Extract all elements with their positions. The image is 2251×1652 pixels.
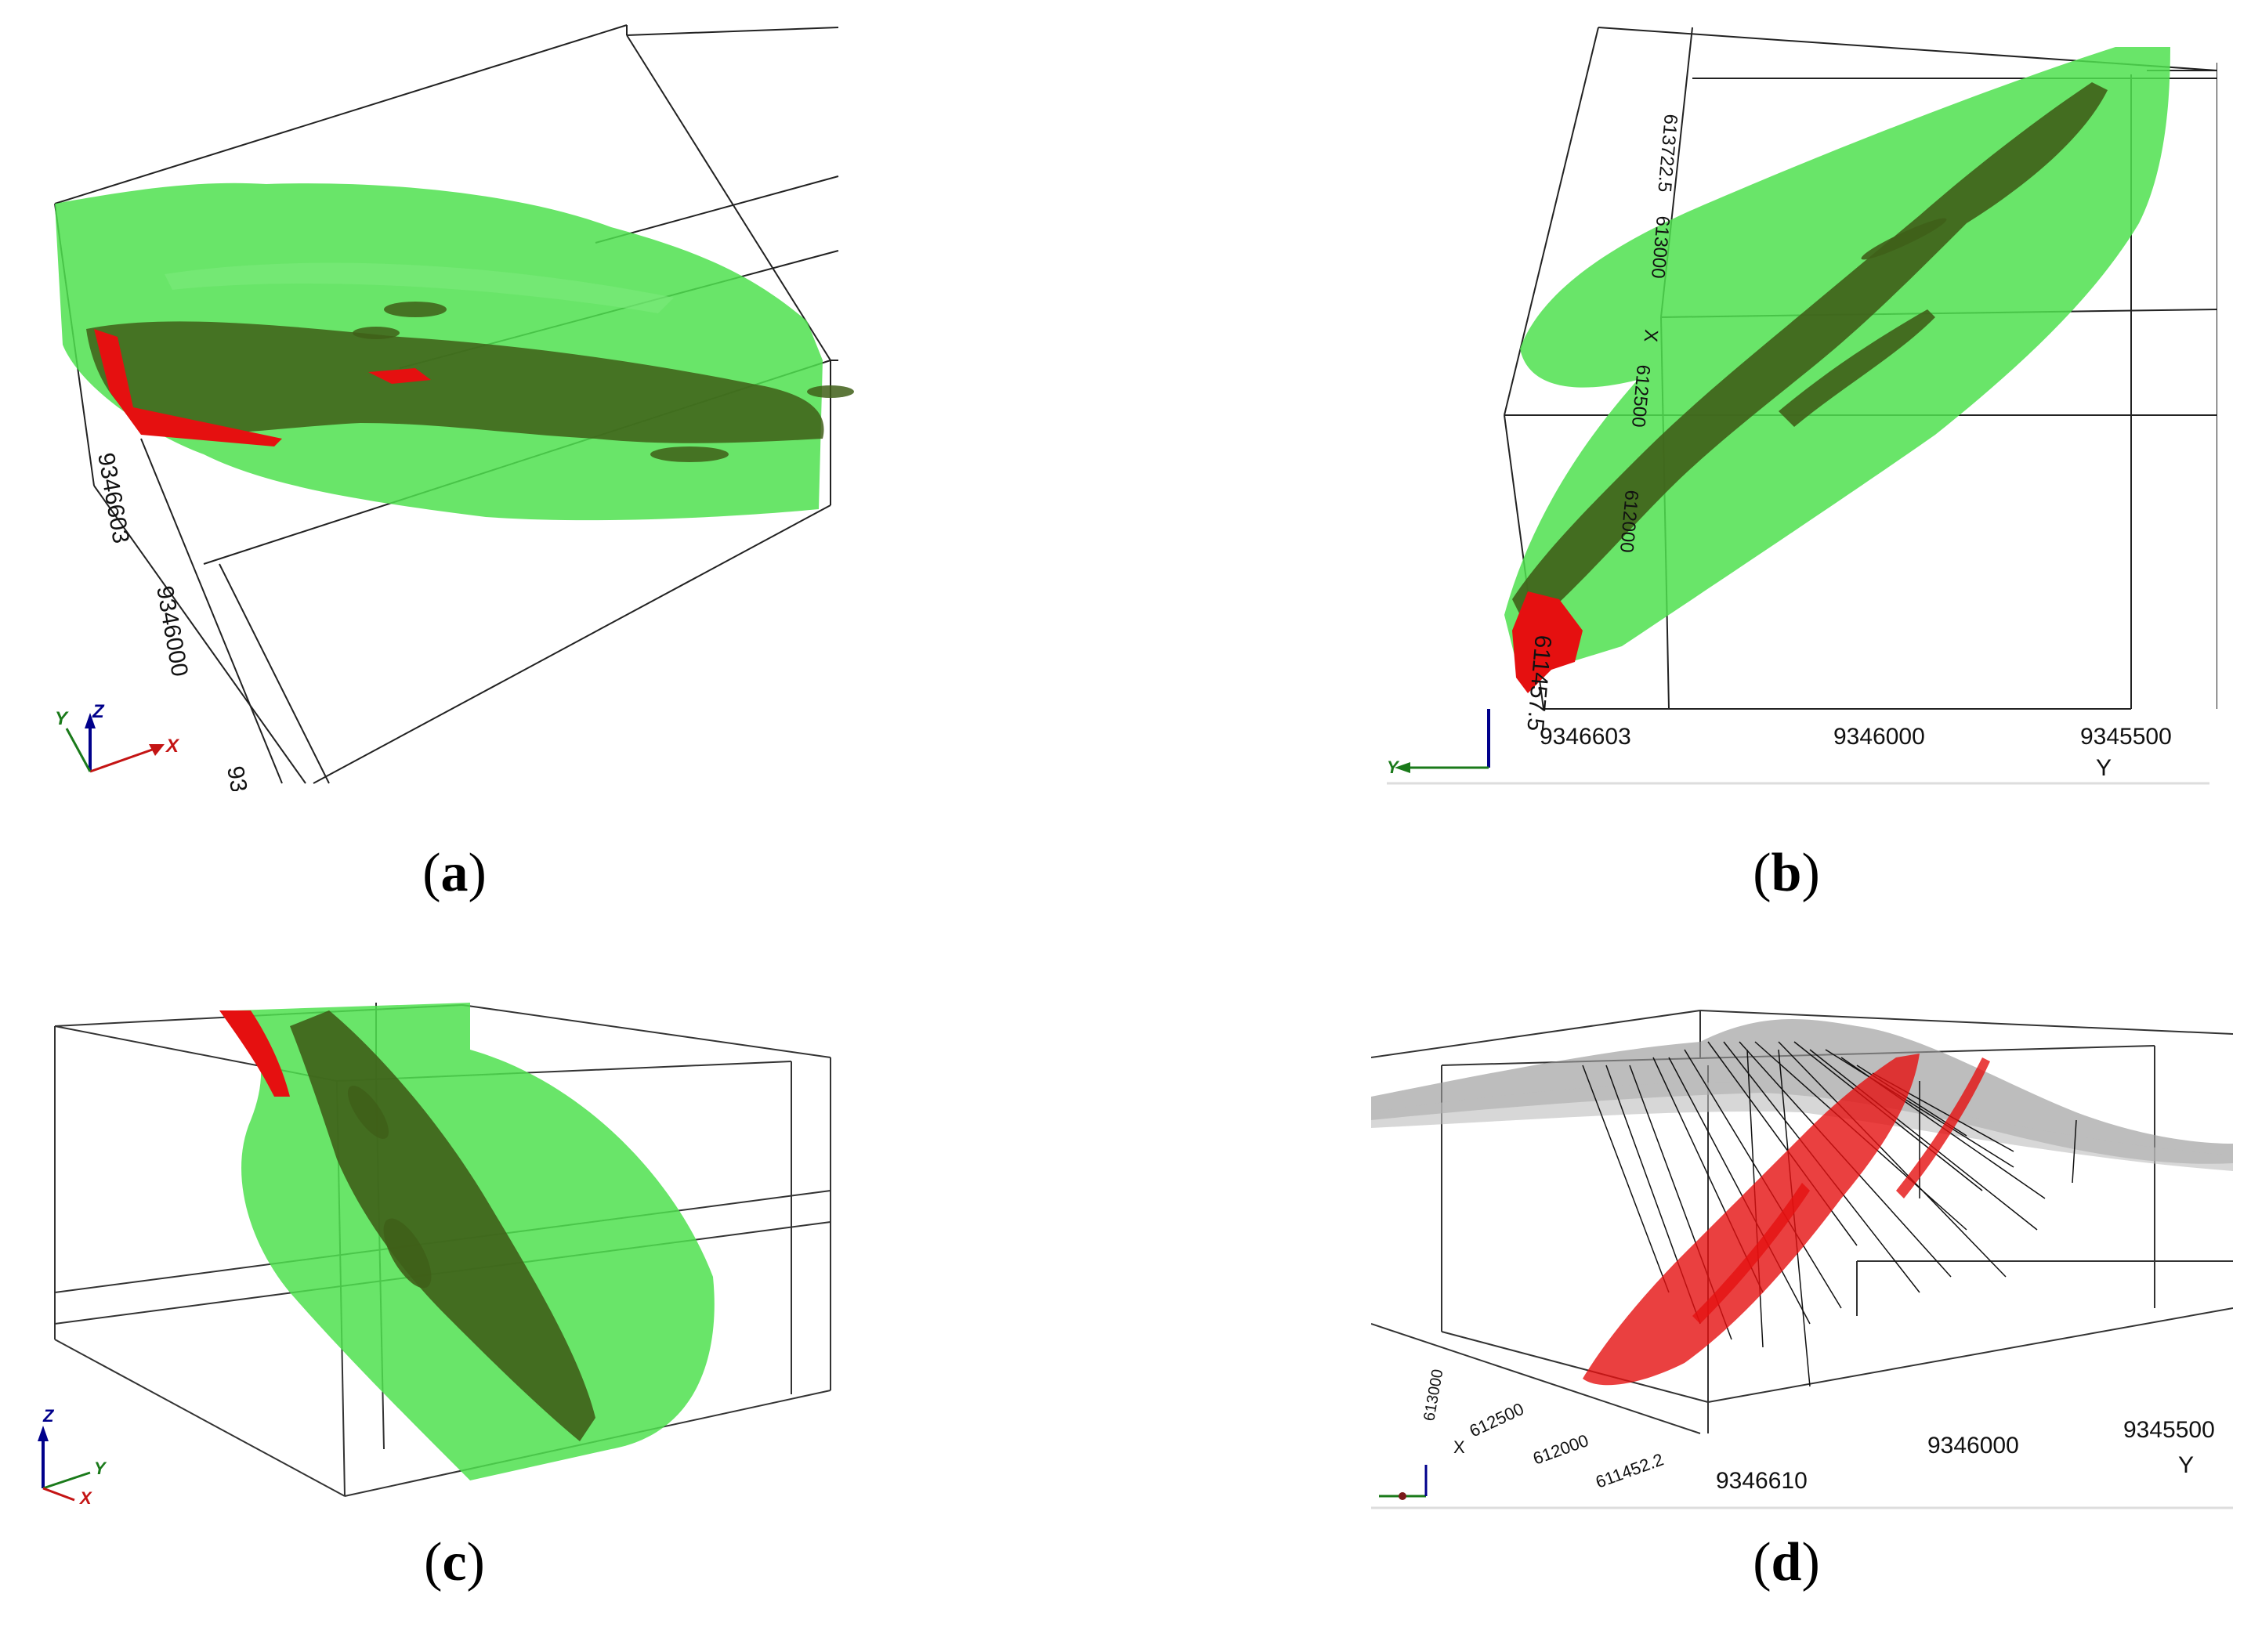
panel-a-axis-label-1: 9346603 — [92, 450, 134, 545]
panel-b-x-tick-1: 613722.5 — [1653, 113, 1681, 193]
panel-b-green-body — [1504, 47, 2170, 678]
panel-b-render: 613722.5 613000 X 612500 612000 611457.5… — [1387, 27, 2217, 785]
panel-d-caption: (d) — [1753, 1532, 1820, 1592]
panel-a-triad-z: Z — [92, 701, 105, 722]
panel-b-dark-green-body — [1512, 82, 2108, 631]
panel-b-y-tick-1: 9346603 — [1540, 724, 1631, 750]
panel-a-red-body — [94, 329, 282, 446]
panel-d-red-body — [1583, 1054, 1920, 1386]
panel-b-x-title: X — [1640, 328, 1662, 342]
panel-d-y-tick-2: 9346000 — [1927, 1433, 2019, 1459]
panel-b-x-tick-2: 613000 — [1647, 215, 1674, 279]
panel-c-caption: (c) — [424, 1532, 485, 1592]
panel-d-frame — [1371, 1010, 2233, 1434]
panel-b-y-tick-2: 9346000 — [1833, 724, 1925, 750]
panel-c-axis-triad: Z Y X — [38, 1406, 107, 1508]
panel-a-axis-label-2: 9346000 — [151, 584, 193, 678]
panel-c-render: Z Y X — [38, 1003, 831, 1508]
panel-d-x-tick-4: 611452.2 — [1593, 1449, 1666, 1491]
panel-a-render: 9346603 9346000 93 Z X Y — [54, 24, 854, 791]
panel-c-triad-z: Z — [42, 1406, 55, 1426]
panel-c-triad-y: Y — [94, 1459, 107, 1478]
panel-a-axis-triad: Z X Y — [55, 701, 180, 773]
panel-b-y-title: Y — [2096, 755, 2112, 781]
panel-d-x-title: X — [1453, 1437, 1465, 1457]
panel-a-triad-x: X — [165, 736, 180, 757]
panel-b-red-body — [1512, 591, 1583, 693]
panel-a-triad-y: Y — [55, 708, 69, 729]
panel-d-y-title: Y — [2178, 1452, 2194, 1478]
panel-d-x-tick-3: 612000 — [1530, 1430, 1591, 1469]
panel-d-y-tick-3: 9345500 — [2123, 1417, 2215, 1443]
panel-c: Z Y X — [31, 979, 862, 1527]
panel-c-triad-x: X — [78, 1488, 92, 1508]
panel-a-caption: (a) — [422, 843, 487, 903]
panel-b-caption: (b) — [1753, 843, 1820, 903]
panel-c-red-body — [219, 1010, 290, 1097]
panel-b-axis-triad: Y — [1387, 709, 1490, 777]
panel-d-axis-triad — [1379, 1465, 1428, 1500]
panel-b: 613722.5 613000 X 612500 612000 611457.5… — [1387, 20, 2217, 795]
panel-b-y-tick-3: 9345500 — [2080, 724, 2172, 750]
panel-b-triad-y: Y — [1387, 757, 1400, 777]
panel-d: 613000 612500 X 612000 611452.2 9346610 … — [1371, 995, 2233, 1512]
panel-a: 9346603 9346000 93 Z X Y — [47, 16, 862, 791]
panel-d-x-tick-1: 613000 — [1420, 1368, 1446, 1422]
panel-a-axis-label-3: 93 — [222, 764, 252, 791]
panel-d-render: 613000 612500 X 612000 611452.2 9346610 … — [1371, 1010, 2233, 1509]
panel-d-y-tick-1: 9346610 — [1716, 1468, 1808, 1494]
panel-a-dark-green-body — [86, 321, 824, 443]
panel-d-x-tick-2: 612500 — [1467, 1399, 1527, 1441]
